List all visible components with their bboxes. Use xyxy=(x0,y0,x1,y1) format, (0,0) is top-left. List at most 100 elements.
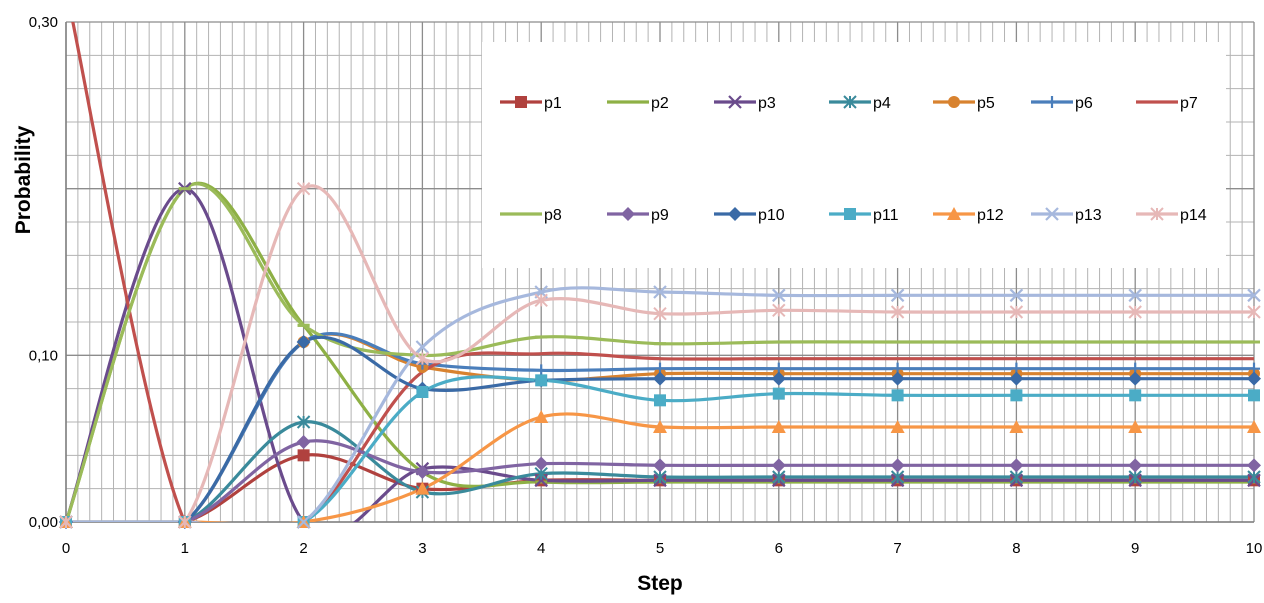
tick-layer: 0 1 2 3 4 5 6 7 8 9 10 0,00 0,10 0,30 xyxy=(29,14,1263,557)
legend-item-p12: p12 xyxy=(933,207,1004,224)
legend-marker xyxy=(621,207,635,221)
data-point-p13 xyxy=(653,285,667,299)
legend-item-p3: p3 xyxy=(714,95,776,112)
legend-label: p4 xyxy=(873,95,891,112)
x-tick-label: 0 xyxy=(62,540,70,557)
axes-layer xyxy=(65,22,1254,523)
x-tick-label: 3 xyxy=(418,540,426,557)
data-point-p10 xyxy=(653,371,667,386)
data-point-p4 xyxy=(653,470,667,484)
data-point-p11 xyxy=(535,374,548,387)
data-point-p10 xyxy=(890,371,905,386)
x-tick-label: 8 xyxy=(1012,540,1020,557)
data-point-p11 xyxy=(772,387,785,400)
legend-marker xyxy=(844,208,856,220)
legend-label: p13 xyxy=(1075,207,1102,224)
data-point-p12 xyxy=(534,410,549,423)
data-point-p11 xyxy=(1248,389,1260,402)
legend-label: p2 xyxy=(651,95,669,112)
data-point-p11 xyxy=(1129,389,1142,402)
legend-background xyxy=(482,42,1226,268)
x-tick-label: 4 xyxy=(537,540,545,557)
data-point-p14 xyxy=(653,306,667,321)
data-point-p9 xyxy=(890,458,905,473)
x-tick-label: 2 xyxy=(299,540,307,557)
legend-label: p6 xyxy=(1075,95,1093,112)
series-line-p9 xyxy=(66,439,1254,522)
data-point-p13 xyxy=(296,515,311,529)
data-point-p4 xyxy=(772,470,786,484)
data-point-p10 xyxy=(1009,371,1024,386)
data-point-p9 xyxy=(1009,458,1024,473)
data-point-p12 xyxy=(415,481,430,495)
data-point-p13 xyxy=(415,340,430,354)
legend-marker xyxy=(515,96,527,108)
data-point-p9 xyxy=(1128,458,1143,473)
series-line-p11 xyxy=(66,375,1254,522)
legend-item-p4: p4 xyxy=(829,95,891,112)
data-point-p9 xyxy=(296,435,311,449)
data-point-p4 xyxy=(296,415,311,429)
legend-marker xyxy=(728,207,742,221)
legend-marker xyxy=(947,207,961,220)
legend-item-p6: p6 xyxy=(1031,95,1093,112)
data-point-p12 xyxy=(1128,420,1143,433)
data-point-p11 xyxy=(1010,389,1023,402)
legend-layer: p1 p2 p3 p4 p5 p6 p7 p8 p9 p10 p11 p12 p13 p14 xyxy=(500,95,1207,224)
data-point-p9 xyxy=(415,465,430,479)
series-layer xyxy=(66,22,1254,522)
legend-label: p10 xyxy=(758,207,785,224)
data-point-p14 xyxy=(1009,305,1024,319)
data-point-p10 xyxy=(771,371,786,386)
data-point-p12 xyxy=(1247,420,1261,433)
legend-label: p5 xyxy=(977,95,995,112)
data-point-p11 xyxy=(654,394,666,407)
data-point-p14 xyxy=(59,515,73,529)
legend-marker xyxy=(948,96,960,108)
data-point-p9 xyxy=(771,458,786,473)
data-point-p14 xyxy=(1247,305,1261,319)
legend-box-layer xyxy=(482,42,1226,268)
data-point-p13 xyxy=(1247,288,1261,303)
legend-item-p8: p8 xyxy=(500,207,562,224)
x-tick-label: 9 xyxy=(1131,540,1139,557)
series-line-p4 xyxy=(66,420,1254,522)
data-point-p14 xyxy=(415,351,430,366)
legend-item-p7: p7 xyxy=(1136,95,1198,112)
data-point-p9 xyxy=(1247,458,1261,473)
marker-layer xyxy=(59,181,1261,529)
legend-label: p8 xyxy=(544,207,562,224)
x-tick-label: 1 xyxy=(181,540,189,557)
legend-item-p9: p9 xyxy=(607,207,669,224)
x-tick-label: 10 xyxy=(1246,540,1263,557)
data-point-p14 xyxy=(534,293,548,308)
series-line-p13 xyxy=(66,286,1254,522)
legend-item-p13: p13 xyxy=(1031,207,1102,224)
data-point-p10 xyxy=(1247,371,1261,386)
data-point-p13 xyxy=(890,288,905,303)
data-point-p12 xyxy=(890,420,905,433)
x-tick-label: 6 xyxy=(775,540,783,557)
data-point-p13 xyxy=(772,288,786,303)
y-tick-label: 0,30 xyxy=(29,14,58,31)
data-point-p13 xyxy=(1128,288,1142,303)
legend-marker xyxy=(728,95,742,109)
legend-label: p1 xyxy=(544,95,562,112)
data-point-p11 xyxy=(416,386,429,398)
data-point-p4 xyxy=(890,470,905,484)
series-line-p8 xyxy=(66,182,1254,522)
data-point-p1 xyxy=(297,449,310,462)
legend-label: p9 xyxy=(651,207,669,224)
data-point-p11 xyxy=(891,389,904,402)
y-tick-label: 0,00 xyxy=(29,514,58,531)
legend-marker xyxy=(1046,96,1058,108)
data-point-p4 xyxy=(1009,470,1024,484)
legend-item-p2: p2 xyxy=(607,95,669,112)
x-tick-label: 5 xyxy=(656,540,664,557)
y-axis-title: Probability xyxy=(12,125,35,234)
data-point-p14 xyxy=(890,305,905,319)
data-point-p14 xyxy=(1128,305,1142,319)
data-point-p9 xyxy=(653,458,667,473)
